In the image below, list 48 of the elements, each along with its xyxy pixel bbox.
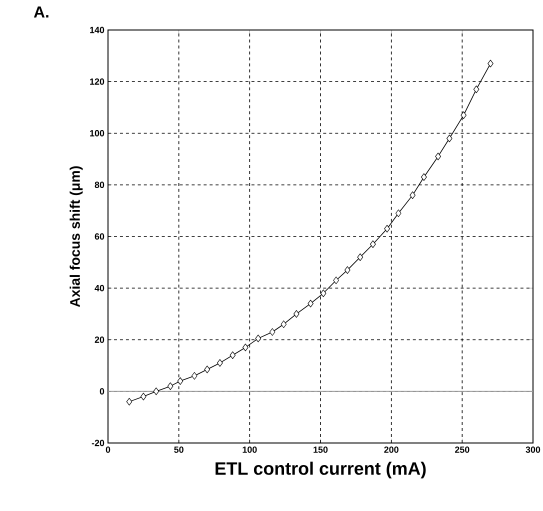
y-tick-label: 0 — [100, 388, 104, 395]
point — [410, 191, 416, 199]
x-axis-title: ETL control current (mA) — [216, 462, 426, 478]
point — [230, 351, 236, 360]
point — [242, 344, 248, 352]
y-tick-label: 40 — [94, 284, 104, 292]
point — [269, 328, 276, 336]
point — [370, 240, 376, 248]
point — [192, 372, 198, 380]
point — [126, 398, 132, 406]
x-tick-label: 300 — [526, 446, 540, 453]
y-tick-label: 140 — [90, 26, 104, 34]
y-tick-label: 120 — [90, 78, 104, 85]
point — [140, 392, 146, 400]
point — [204, 366, 210, 374]
point — [308, 300, 314, 308]
y-tick-label: 80 — [94, 182, 104, 188]
point — [420, 173, 427, 181]
y-tick-label: 60 — [94, 233, 104, 240]
point — [167, 382, 174, 390]
point — [217, 359, 223, 367]
point — [460, 111, 467, 119]
point — [255, 334, 262, 342]
y-tick-label: -20 — [92, 440, 104, 446]
point — [488, 60, 494, 68]
x-tick-label: 0 — [106, 446, 110, 453]
point — [435, 152, 442, 160]
point — [344, 266, 350, 274]
point — [357, 253, 364, 261]
text: A. — [34, 6, 48, 18]
point — [280, 320, 287, 328]
y-tick-label: 20 — [94, 336, 104, 343]
y-axis-title: Axial focus shift (μm) — [70, 166, 83, 308]
point — [153, 388, 160, 396]
point — [473, 86, 480, 94]
point — [384, 224, 390, 233]
x-tick-label: 100 — [242, 446, 257, 453]
point — [446, 134, 452, 142]
x-tick-label: 150 — [314, 446, 328, 453]
point — [177, 377, 184, 385]
point — [294, 310, 300, 318]
y-tick-label: 100 — [90, 130, 104, 136]
x-tick-label: 250 — [455, 446, 470, 453]
point — [395, 209, 402, 218]
point — [333, 276, 340, 284]
x-tick-label: 50 — [174, 446, 184, 453]
x-tick-label: 200 — [384, 446, 398, 453]
point — [320, 289, 326, 298]
